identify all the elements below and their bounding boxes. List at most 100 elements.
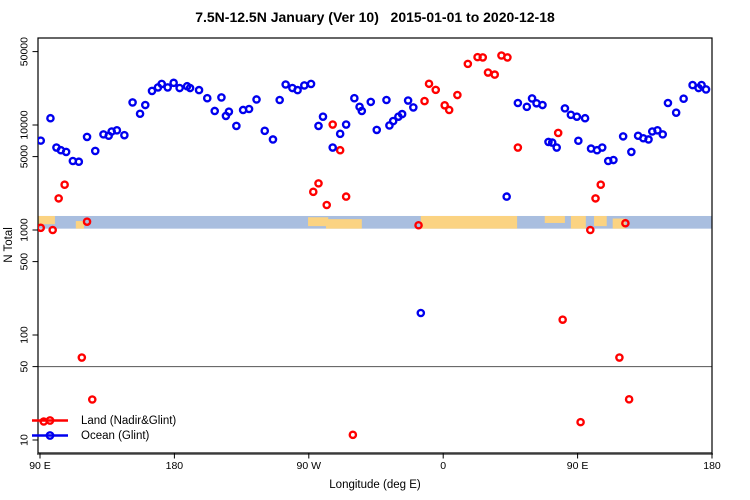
data-point bbox=[574, 136, 583, 146]
data-point bbox=[483, 68, 493, 77]
data-points bbox=[38, 51, 711, 440]
data-point bbox=[314, 179, 323, 188]
data-point bbox=[444, 105, 454, 115]
data-point bbox=[679, 94, 688, 104]
data-point bbox=[490, 70, 500, 79]
land-band-segment bbox=[570, 215, 586, 229]
legend-item-land: Land (Nadir&Glint) bbox=[30, 413, 176, 428]
data-point bbox=[306, 79, 316, 89]
data-point bbox=[357, 106, 367, 116]
data-point bbox=[281, 80, 290, 89]
data-point bbox=[591, 194, 600, 203]
data-point bbox=[252, 95, 261, 104]
data-point bbox=[644, 135, 653, 144]
land-line-circle-icon bbox=[32, 416, 68, 425]
data-point bbox=[416, 308, 426, 318]
land-band-segment bbox=[308, 217, 329, 227]
data-point bbox=[350, 93, 359, 103]
data-point bbox=[90, 146, 100, 156]
y-tick-label: 10 bbox=[19, 434, 31, 446]
data-point bbox=[513, 143, 523, 152]
data-point bbox=[175, 83, 184, 93]
series-land-points bbox=[38, 51, 634, 440]
data-point bbox=[503, 53, 512, 62]
data-point bbox=[597, 143, 607, 152]
data-point bbox=[453, 90, 462, 100]
data-point bbox=[552, 143, 561, 152]
data-point bbox=[77, 353, 87, 362]
data-point bbox=[163, 83, 172, 92]
data-point bbox=[663, 98, 673, 108]
data-point bbox=[414, 220, 423, 230]
data-point bbox=[169, 78, 178, 88]
ocean-band-segment bbox=[38, 215, 712, 229]
data-point bbox=[609, 155, 618, 165]
data-point bbox=[135, 109, 145, 119]
data-point bbox=[624, 395, 634, 404]
data-point bbox=[372, 125, 382, 135]
data-point bbox=[244, 104, 254, 114]
data-point bbox=[513, 98, 523, 108]
data-point bbox=[397, 109, 407, 119]
data-point bbox=[185, 83, 195, 93]
data-point bbox=[232, 121, 241, 131]
data-point bbox=[46, 113, 55, 123]
data-point bbox=[335, 129, 345, 139]
data-point bbox=[300, 81, 309, 90]
chart-title: 7.5N-12.5N January (Ver 10) 2015-01-01 t… bbox=[195, 9, 555, 25]
data-point bbox=[538, 100, 547, 110]
data-point bbox=[48, 225, 57, 235]
data-point bbox=[671, 108, 681, 117]
data-point bbox=[82, 217, 92, 226]
x-tick-label: 0 bbox=[440, 460, 446, 472]
data-point bbox=[431, 85, 441, 95]
y-tick-label: 1000 bbox=[19, 218, 31, 242]
data-point bbox=[572, 112, 582, 121]
data-point bbox=[463, 59, 473, 69]
data-point bbox=[420, 96, 429, 106]
data-point bbox=[314, 121, 323, 131]
data-point bbox=[308, 187, 318, 197]
data-point bbox=[544, 137, 553, 147]
series-ocean-points bbox=[38, 78, 711, 318]
y-tick-label: 100 bbox=[19, 326, 31, 344]
data-point bbox=[697, 80, 706, 90]
data-point bbox=[409, 103, 418, 112]
land-band-segment bbox=[75, 221, 85, 229]
data-point bbox=[335, 145, 345, 155]
data-point bbox=[585, 225, 595, 235]
data-point bbox=[38, 223, 46, 233]
x-tick-label: 180 bbox=[703, 460, 721, 472]
data-point bbox=[54, 194, 63, 203]
data-point bbox=[112, 126, 122, 135]
y-tick-label: 50000 bbox=[19, 37, 31, 66]
data-point bbox=[596, 180, 606, 190]
data-point bbox=[388, 116, 398, 126]
land-band-segment bbox=[38, 215, 55, 225]
data-point bbox=[621, 218, 630, 228]
y-tick-label: 10000 bbox=[19, 110, 31, 139]
data-point bbox=[553, 128, 563, 138]
data-point bbox=[547, 138, 557, 147]
x-tick-label: 90 E bbox=[29, 460, 51, 472]
data-point bbox=[87, 395, 97, 404]
x-tick-label: 90 E bbox=[567, 460, 589, 472]
data-point bbox=[440, 101, 449, 110]
data-point bbox=[701, 85, 711, 94]
data-point bbox=[653, 126, 662, 135]
data-point bbox=[558, 315, 567, 324]
data-point bbox=[60, 180, 69, 190]
data-point bbox=[322, 200, 332, 210]
surface-type-band bbox=[38, 215, 712, 229]
y-axis-label: N Total bbox=[3, 227, 15, 263]
data-point bbox=[61, 147, 71, 157]
data-point bbox=[275, 95, 284, 105]
data-point bbox=[502, 192, 511, 201]
y-tick-label: 500 bbox=[19, 253, 31, 271]
data-point bbox=[658, 130, 668, 139]
land-band-segment bbox=[325, 219, 362, 229]
data-point bbox=[318, 112, 328, 121]
x-tick-label: 180 bbox=[166, 460, 184, 472]
land-band-segment bbox=[612, 218, 626, 229]
